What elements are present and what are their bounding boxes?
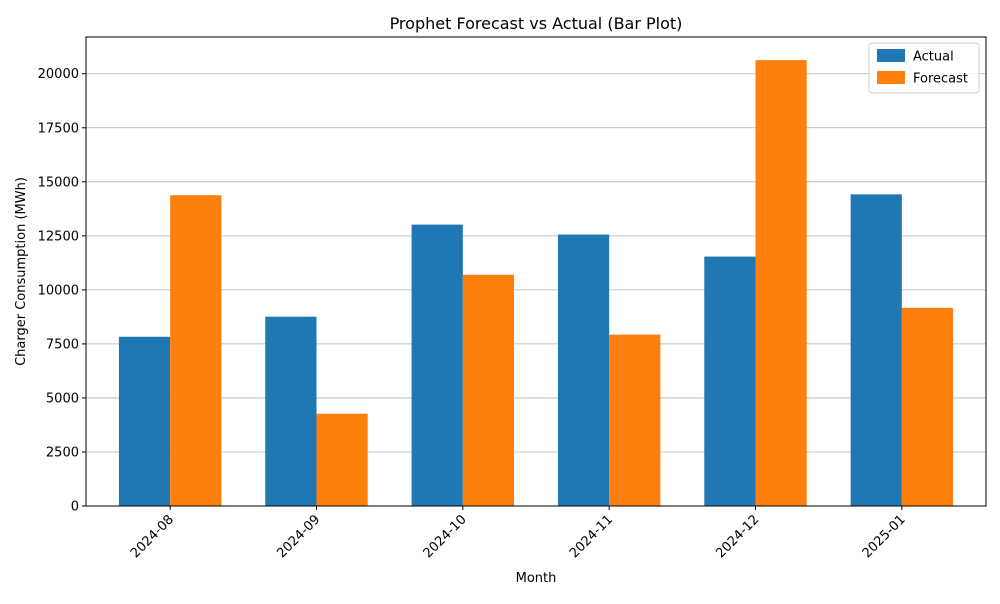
x-axis: 2024-08 2024-09 2024-10 2024-11 2024-12 2025-… [128, 506, 909, 561]
bar-actual-2024-12 [704, 256, 756, 506]
x-tick-label: 2024-11 [567, 512, 616, 561]
legend-swatch-actual [877, 49, 905, 62]
y-tick-label: 12500 [38, 229, 79, 244]
legend-label-forecast: Forecast [913, 72, 968, 87]
x-tick-label: 2024-12 [713, 512, 762, 561]
x-tick-label: 2024-09 [274, 512, 323, 561]
y-tick-label: 5000 [46, 391, 79, 406]
x-tick-label: 2024-08 [128, 512, 177, 561]
y-axis-label: Charger Consumption (MWh) [14, 177, 29, 366]
bar-actual-2025-01 [850, 194, 902, 507]
y-tick-label: 7500 [46, 337, 79, 352]
gridlines [86, 73, 986, 507]
bar-actual-2024-11 [557, 234, 610, 506]
y-tick-label: 2500 [46, 445, 79, 460]
y-tick-label: 17500 [38, 121, 79, 136]
x-axis-label: Month [516, 571, 557, 586]
bar-forecast-2025-01 [901, 307, 954, 506]
bar-forecast-2024-08 [170, 195, 222, 506]
bar-forecast-2024-12 [755, 60, 807, 507]
bar-forecast-2024-09 [316, 413, 368, 506]
plot-frame [85, 36, 987, 507]
bar-actual-2024-09 [265, 316, 317, 506]
y-tick-label: 10000 [38, 283, 79, 298]
legend-label-actual: Actual [913, 50, 954, 65]
x-tick-label: 2025-01 [860, 512, 909, 561]
bar-actual-2024-10 [411, 224, 463, 506]
y-tick-label: 15000 [38, 175, 79, 190]
legend-swatch-forecast [877, 71, 905, 84]
y-axis: 0 2500 5000 7500 10000 12500 15000 17500 20000 [38, 67, 86, 515]
legend: Actual Forecast [868, 42, 980, 94]
y-tick-label: 0 [71, 500, 79, 515]
bar-forecast-2024-11 [609, 334, 661, 506]
bar-forecast-2024-10 [462, 274, 515, 506]
bar-actual-2024-08 [118, 336, 171, 506]
y-tick-label: 20000 [38, 67, 79, 82]
chart-title: Prophet Forecast vs Actual (Bar Plot) [390, 14, 683, 33]
x-tick-label: 2024-10 [421, 512, 470, 561]
bars [118, 60, 954, 507]
